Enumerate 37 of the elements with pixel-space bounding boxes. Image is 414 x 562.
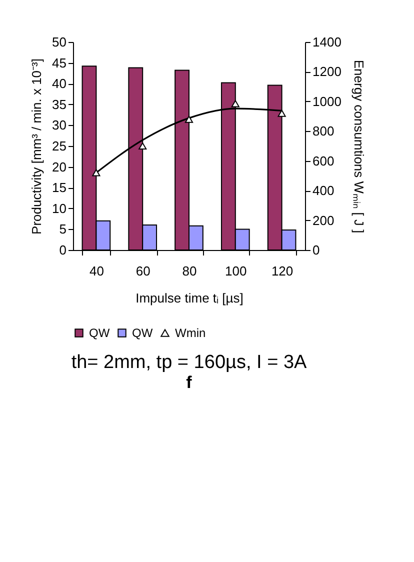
- x-tick-label: 120: [271, 264, 294, 278]
- y-tick-label: 15: [52, 180, 66, 196]
- y-tick-label: 30: [52, 118, 66, 133]
- y2-tick-label: 1000: [312, 94, 342, 109]
- y-tick-label: 50: [52, 34, 66, 50]
- x-tick-label: 80: [182, 264, 197, 278]
- y-tick-label: 0: [59, 242, 66, 258]
- y-tick-label: 10: [52, 200, 66, 216]
- legend-label: QW: [89, 326, 110, 340]
- y-tick-label: 35: [52, 96, 66, 112]
- point: [278, 110, 286, 117]
- x-axis-title: Impulse time tᵢ [µs]: [136, 290, 244, 306]
- x-tick-label: 100: [225, 264, 247, 278]
- y2-tick-label: 1400: [312, 34, 342, 50]
- y-tick-label: 5: [59, 222, 66, 237]
- y-axis-title: Productivity [mm³ / min. x 10⁻³]: [29, 58, 44, 234]
- y-tick-label: 45: [52, 55, 66, 70]
- x-tick-label: 40: [89, 264, 104, 278]
- point: [231, 100, 240, 108]
- point: [92, 169, 100, 176]
- y2-tick-label: 800: [312, 124, 334, 139]
- point: [184, 116, 194, 123]
- text: th= 2mm, tp = 160µs, I = 3A: [71, 352, 308, 373]
- legend-label: Wmin: [175, 326, 206, 340]
- text: f: [186, 373, 192, 392]
- y2-tick-label: 400: [312, 183, 334, 198]
- point: [138, 142, 147, 150]
- y2-tick-label: 0: [312, 242, 320, 258]
- y-tick-label: 25: [52, 138, 66, 154]
- legend-label: QW: [132, 326, 154, 340]
- x-tick-label: 60: [136, 264, 150, 278]
- y-tick-label: 40: [52, 76, 66, 92]
- y2-tick-label: 1200: [312, 64, 342, 80]
- y2-axis-title: Energy consumtions Wₘᵢₙ [ J ]: [351, 60, 366, 234]
- y2-tick-label: 600: [312, 153, 334, 168]
- y2-tick-label: 200: [312, 212, 334, 228]
- y-tick-label: 20: [52, 159, 66, 174]
